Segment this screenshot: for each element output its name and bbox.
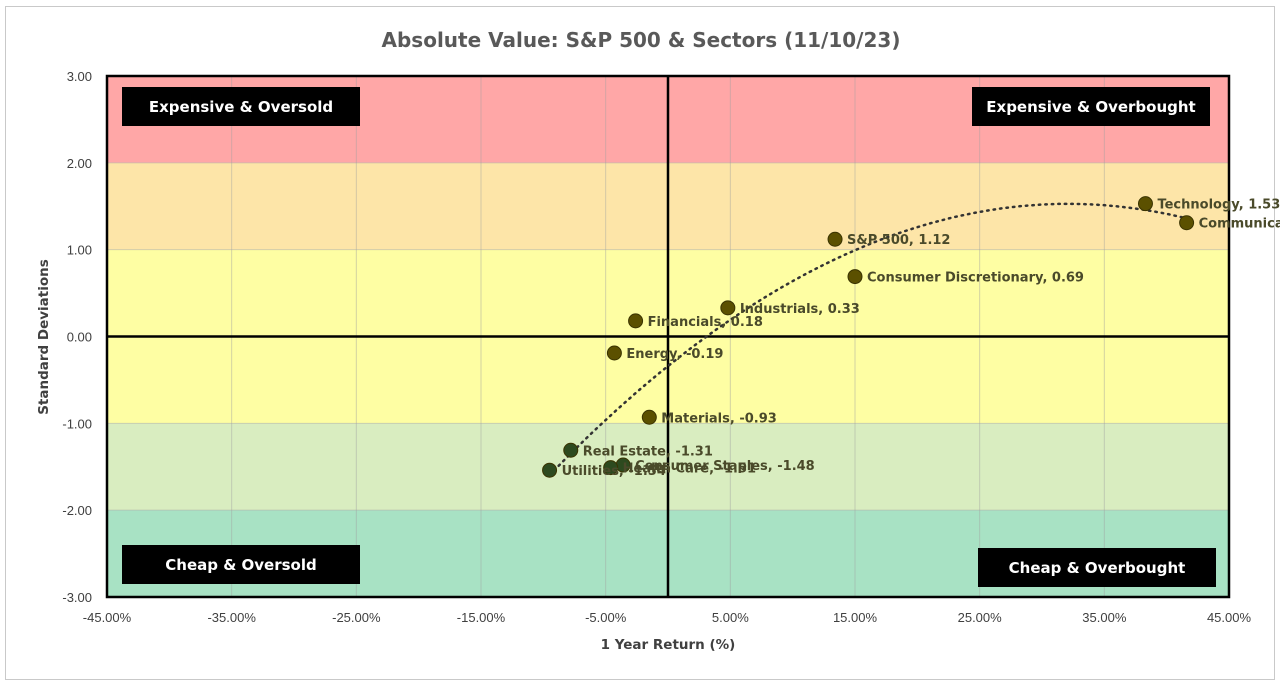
label-consumer-staples: Consumer Staples, -1.48 (635, 459, 815, 474)
point-communication-services[interactable] (1179, 215, 1195, 231)
x-axis-title: 1 Year Return (%) (601, 637, 736, 653)
x-tick-label: 15.00% (833, 610, 878, 625)
x-tick-label: -15.00% (457, 610, 506, 625)
x-tick-label: 35.00% (1082, 610, 1127, 625)
quadrant-box-bottom-right (978, 548, 1216, 587)
x-tick-label: 5.00% (712, 610, 749, 625)
label-energy: Energy, -0.19 (626, 347, 723, 362)
x-tick-label: -25.00% (332, 610, 381, 625)
label-consumer-discretionary: Consumer Discretionary, 0.69 (867, 271, 1084, 286)
chart-title: Absolute Value: S&P 500 & Sectors (11/10… (382, 28, 901, 52)
quadrant-label-bottom-right: Cheap & Overbought (1009, 559, 1186, 577)
x-tick-label: 25.00% (958, 610, 1003, 625)
point-sandp-500[interactable] (827, 231, 843, 247)
y-tick-label: 2.00 (67, 156, 92, 171)
quadrant-labels: Expensive & Oversold Expensive & Overboug… (122, 87, 1216, 587)
x-tick-label: -5.00% (585, 610, 627, 625)
point-real-estate[interactable] (563, 442, 579, 458)
label-health-care: Health Care, -1.51 (623, 462, 756, 477)
label-materials: Materials, -0.93 (661, 411, 777, 426)
y-tick-label: -3.00 (62, 590, 92, 605)
point-materials[interactable] (641, 409, 657, 425)
label-real-estate: Real Estate, -1.31 (583, 444, 713, 459)
x-axis-ticks: -45.00% -35.00% -25.00% -15.00% -5.00% 5.00% 1… (83, 610, 1252, 625)
label-utilities: Utilities, -1.54 (562, 464, 666, 479)
data-points (542, 196, 1195, 478)
point-health-care[interactable] (603, 460, 619, 476)
quadrant-label-top-right: Expensive & Overbought (986, 98, 1195, 116)
x-tick-label: -35.00% (207, 610, 256, 625)
label-technology: Technology, 1.53 (1157, 198, 1280, 213)
quadrant-box-bottom-left (122, 545, 360, 584)
quadrant-label-bottom-left: Cheap & Oversold (165, 556, 316, 574)
y-axis-title: Standard Deviations (36, 259, 52, 415)
quadrant-box-top-right (972, 87, 1210, 126)
label-industrials: Industrials, 0.33 (740, 302, 860, 317)
trendline-layer (548, 202, 1188, 477)
quadrant-box-top-left (122, 87, 360, 126)
point-technology[interactable] (1137, 196, 1153, 212)
label-sandp-500: S&P 500, 1.12 (847, 233, 950, 248)
label-financials: Financials, 0.18 (648, 315, 763, 330)
point-consumer-discretionary[interactable] (847, 269, 863, 285)
y-tick-label: 3.00 (67, 69, 92, 84)
quadrant-label-top-left: Expensive & Oversold (149, 98, 333, 116)
point-financials[interactable] (628, 313, 644, 329)
x-tick-label: -45.00% (83, 610, 132, 625)
quadrant-lines (105, 74, 1231, 599)
data-labels: Technology, 1.53 Communication Services, … (562, 198, 1280, 480)
trendline (548, 202, 1188, 477)
x-tick-label: 45.00% (1207, 610, 1252, 625)
y-tick-label: 1.00 (67, 243, 92, 258)
y-tick-label: 0.00 (67, 330, 92, 345)
label-communication-services: Communication Services, 1.31 (1199, 217, 1280, 232)
point-industrials[interactable] (720, 300, 736, 316)
y-tick-label: -1.00 (62, 416, 92, 431)
y-axis-ticks: 3.00 2.00 1.00 0.00 -1.00 -2.00 -3.00 (62, 69, 92, 605)
y-tick-label: -2.00 (62, 503, 92, 518)
point-energy[interactable] (606, 345, 622, 361)
point-utilities[interactable] (542, 462, 558, 478)
